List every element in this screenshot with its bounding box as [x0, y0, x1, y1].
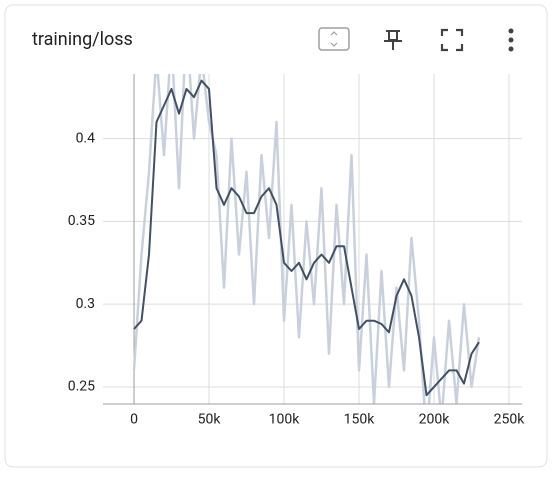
x-tick-label: 150k — [344, 412, 376, 428]
series-line — [133, 79, 480, 397]
x-tick-label: 50k — [198, 412, 222, 428]
x-tick-label: 200k — [419, 412, 451, 428]
fit-icon[interactable] — [318, 27, 350, 51]
x-tick-label: 250k — [494, 412, 526, 428]
pin-icon[interactable] — [384, 30, 402, 50]
y-tick-label: 0.4 — [76, 130, 96, 146]
card-border — [4, 4, 548, 468]
x-tick-label: 0 — [130, 412, 138, 428]
y-tick-label: 0.35 — [68, 213, 95, 229]
fullscreen-icon[interactable] — [440, 28, 464, 52]
x-tick-label: 100k — [269, 412, 301, 428]
y-tick-label: 0.25 — [68, 379, 95, 395]
chart-title: training/loss — [32, 29, 133, 50]
menu-icon[interactable] — [508, 28, 514, 52]
plot-area — [103, 74, 522, 404]
y-tick-label: 0.3 — [76, 296, 95, 312]
